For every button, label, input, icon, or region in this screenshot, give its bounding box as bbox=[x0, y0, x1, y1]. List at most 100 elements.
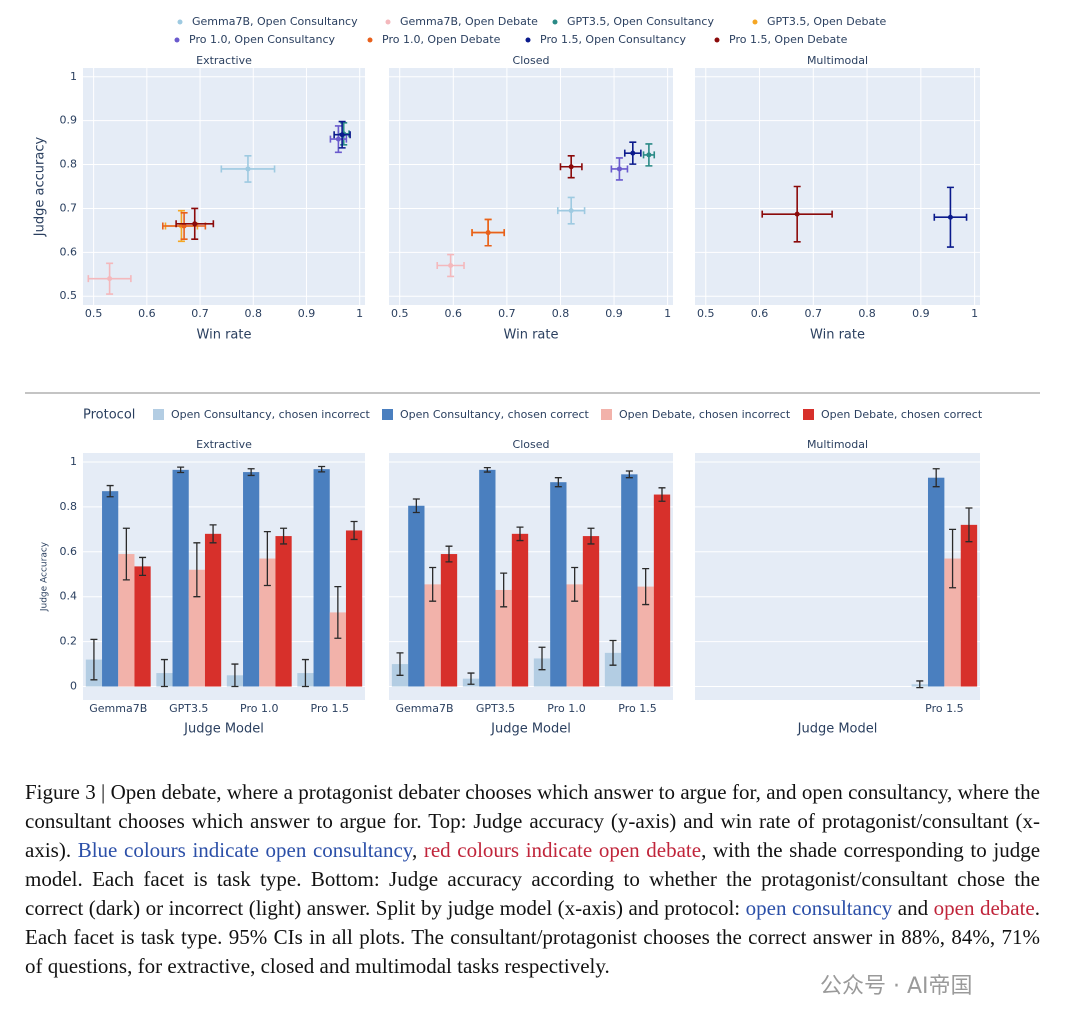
error-bar bbox=[554, 477, 562, 488]
point bbox=[794, 211, 800, 217]
y-tick-label: 1 bbox=[70, 455, 77, 468]
x-tick-label: Gemma7B bbox=[395, 702, 453, 715]
bar bbox=[204, 533, 222, 687]
x-tick-label: Pro 1.0 bbox=[240, 702, 278, 715]
legend-label: Open Debate, chosen incorrect bbox=[619, 408, 791, 421]
legend-label: Pro 1.0, Open Consultancy bbox=[189, 33, 336, 46]
y-axis-label: Judge Accuracy bbox=[40, 541, 50, 612]
x-tick-label: Pro 1.5 bbox=[618, 702, 656, 715]
x-tick-label: 0.6 bbox=[751, 307, 769, 320]
point bbox=[339, 132, 345, 138]
x-tick-label: 0.9 bbox=[298, 307, 316, 320]
x-tick-label: GPT3.5 bbox=[476, 702, 515, 715]
y-tick-label: 0.2 bbox=[60, 635, 78, 648]
legend-label: Gemma7B, Open Debate bbox=[400, 15, 538, 28]
x-tick-label: 0.8 bbox=[552, 307, 570, 320]
x-tick-label: 1 bbox=[664, 307, 671, 320]
error-bar bbox=[122, 527, 130, 581]
error-bar bbox=[193, 542, 201, 598]
error-bar bbox=[483, 466, 491, 473]
bar bbox=[134, 566, 151, 687]
error-bar bbox=[658, 487, 666, 502]
error-bar bbox=[932, 468, 940, 488]
error-bar bbox=[334, 585, 342, 639]
y-tick-label: 1 bbox=[70, 70, 77, 83]
bar bbox=[275, 536, 292, 687]
error-bar bbox=[231, 663, 239, 688]
y-tick-label: 0.7 bbox=[60, 201, 78, 214]
legend-marker bbox=[714, 37, 720, 43]
x-tick-label: Gemma7B bbox=[89, 702, 147, 715]
x-tick-label: Pro 1.5 bbox=[925, 702, 963, 715]
legend-marker bbox=[385, 19, 391, 25]
error-bar bbox=[209, 524, 217, 544]
point bbox=[568, 208, 574, 214]
error-bar bbox=[318, 465, 326, 473]
point bbox=[485, 230, 491, 236]
x-tick-label: 0.7 bbox=[498, 307, 516, 320]
legend-label: Pro 1.0, Open Debate bbox=[382, 33, 501, 46]
facet-title: Extractive bbox=[196, 54, 252, 67]
bar bbox=[243, 472, 260, 687]
error-bar bbox=[429, 566, 437, 602]
legend-label: Pro 1.5, Open Consultancy bbox=[540, 33, 687, 46]
facet-title: Multimodal bbox=[807, 438, 868, 451]
x-tick-label: 0.5 bbox=[391, 307, 409, 320]
legend-marker bbox=[525, 37, 531, 43]
error-bar bbox=[90, 638, 98, 681]
caption-text: open debate bbox=[933, 896, 1035, 920]
legend-label: Pro 1.5, Open Debate bbox=[729, 33, 848, 46]
caption-text: , bbox=[411, 838, 424, 862]
caption-text: and bbox=[892, 896, 934, 920]
x-tick-label: 0.6 bbox=[138, 307, 156, 320]
bar bbox=[566, 584, 583, 687]
error-bar bbox=[571, 566, 579, 602]
bar bbox=[927, 477, 945, 687]
x-tick-label: GPT3.5 bbox=[169, 702, 208, 715]
caption-text: Blue colours indicate open consultancy bbox=[77, 838, 412, 862]
bar bbox=[424, 584, 441, 687]
y-tick-label: 0.8 bbox=[60, 500, 78, 513]
error-bar bbox=[412, 498, 420, 514]
error-bar bbox=[280, 527, 288, 545]
x-axis-label: Judge Model bbox=[490, 722, 571, 737]
x-tick-label: 1 bbox=[356, 307, 363, 320]
point bbox=[568, 164, 574, 170]
point bbox=[192, 221, 198, 227]
legend-label: Open Consultancy, chosen incorrect bbox=[171, 408, 371, 421]
legend-swatch bbox=[153, 409, 164, 420]
point bbox=[630, 150, 636, 156]
y-tick-label: 0.9 bbox=[60, 114, 78, 127]
bar bbox=[960, 524, 978, 687]
point bbox=[646, 152, 652, 158]
legend-marker bbox=[752, 19, 758, 25]
x-tick-label: 1 bbox=[971, 307, 978, 320]
bar bbox=[653, 494, 671, 687]
error-bar bbox=[609, 639, 617, 666]
bar bbox=[637, 586, 654, 687]
point bbox=[107, 276, 113, 282]
facet-title: Extractive bbox=[196, 438, 252, 451]
bar bbox=[188, 569, 205, 687]
bar bbox=[533, 658, 551, 687]
caption-text: . Each facet is task type. 95% CIs in al… bbox=[25, 896, 1041, 978]
bar bbox=[329, 612, 346, 687]
error-bar bbox=[396, 652, 404, 676]
legend-marker bbox=[552, 19, 558, 25]
bar bbox=[511, 533, 529, 687]
legend-marker bbox=[174, 37, 180, 43]
x-tick-label: Pro 1.0 bbox=[547, 702, 585, 715]
error-bar bbox=[538, 646, 546, 671]
error-bar bbox=[625, 470, 633, 479]
legend-label: Open Debate, chosen correct bbox=[821, 408, 983, 421]
legend-marker bbox=[367, 37, 373, 43]
x-tick-label: 0.7 bbox=[191, 307, 209, 320]
error-bar bbox=[106, 484, 114, 498]
point bbox=[616, 166, 622, 172]
bar bbox=[118, 554, 135, 687]
x-tick-label: 0.8 bbox=[245, 307, 263, 320]
point bbox=[335, 136, 341, 142]
bar bbox=[102, 491, 119, 687]
error-bar bbox=[587, 527, 595, 545]
